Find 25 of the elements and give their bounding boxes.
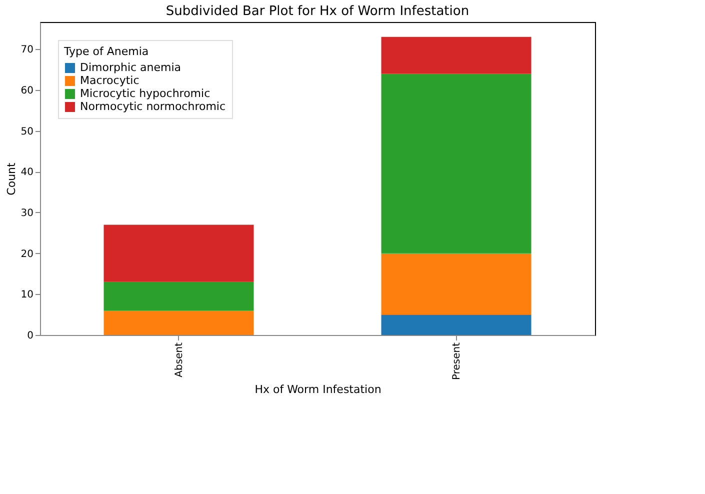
bar (104, 282, 254, 310)
y-tick-label: 30 (20, 208, 34, 219)
x-tick-label: Present (451, 342, 462, 380)
legend-label: Dimorphic anemia (80, 61, 182, 74)
bar (104, 310, 254, 335)
bar (381, 36, 532, 74)
y-tick-label: 50 (20, 126, 34, 138)
legend-label: Macrocytic (80, 74, 140, 87)
bar (104, 224, 254, 282)
y-tick-label: 0 (27, 330, 34, 342)
y-tick-label: 70 (20, 44, 34, 56)
legend-label: Microcytic hypochromic (80, 87, 210, 100)
y-tick-label: 60 (20, 85, 34, 96)
y-tick-label: 20 (20, 248, 34, 260)
legend-title: Type of Anemia (63, 45, 149, 58)
x-tick-label: Absent (174, 342, 185, 378)
bar (381, 74, 532, 254)
y-tick-label: 10 (20, 290, 34, 301)
bar (381, 314, 532, 335)
y-axis-title: Count (4, 162, 18, 196)
chart-title: Subdivided Bar Plot for Hx of Worm Infestation (166, 4, 470, 19)
bar (381, 253, 532, 315)
y-tick-label: 40 (20, 167, 34, 178)
x-axis-title: Hx of Worm Infestation (254, 383, 382, 396)
legend-label: Normocytic normochromic (80, 100, 226, 113)
